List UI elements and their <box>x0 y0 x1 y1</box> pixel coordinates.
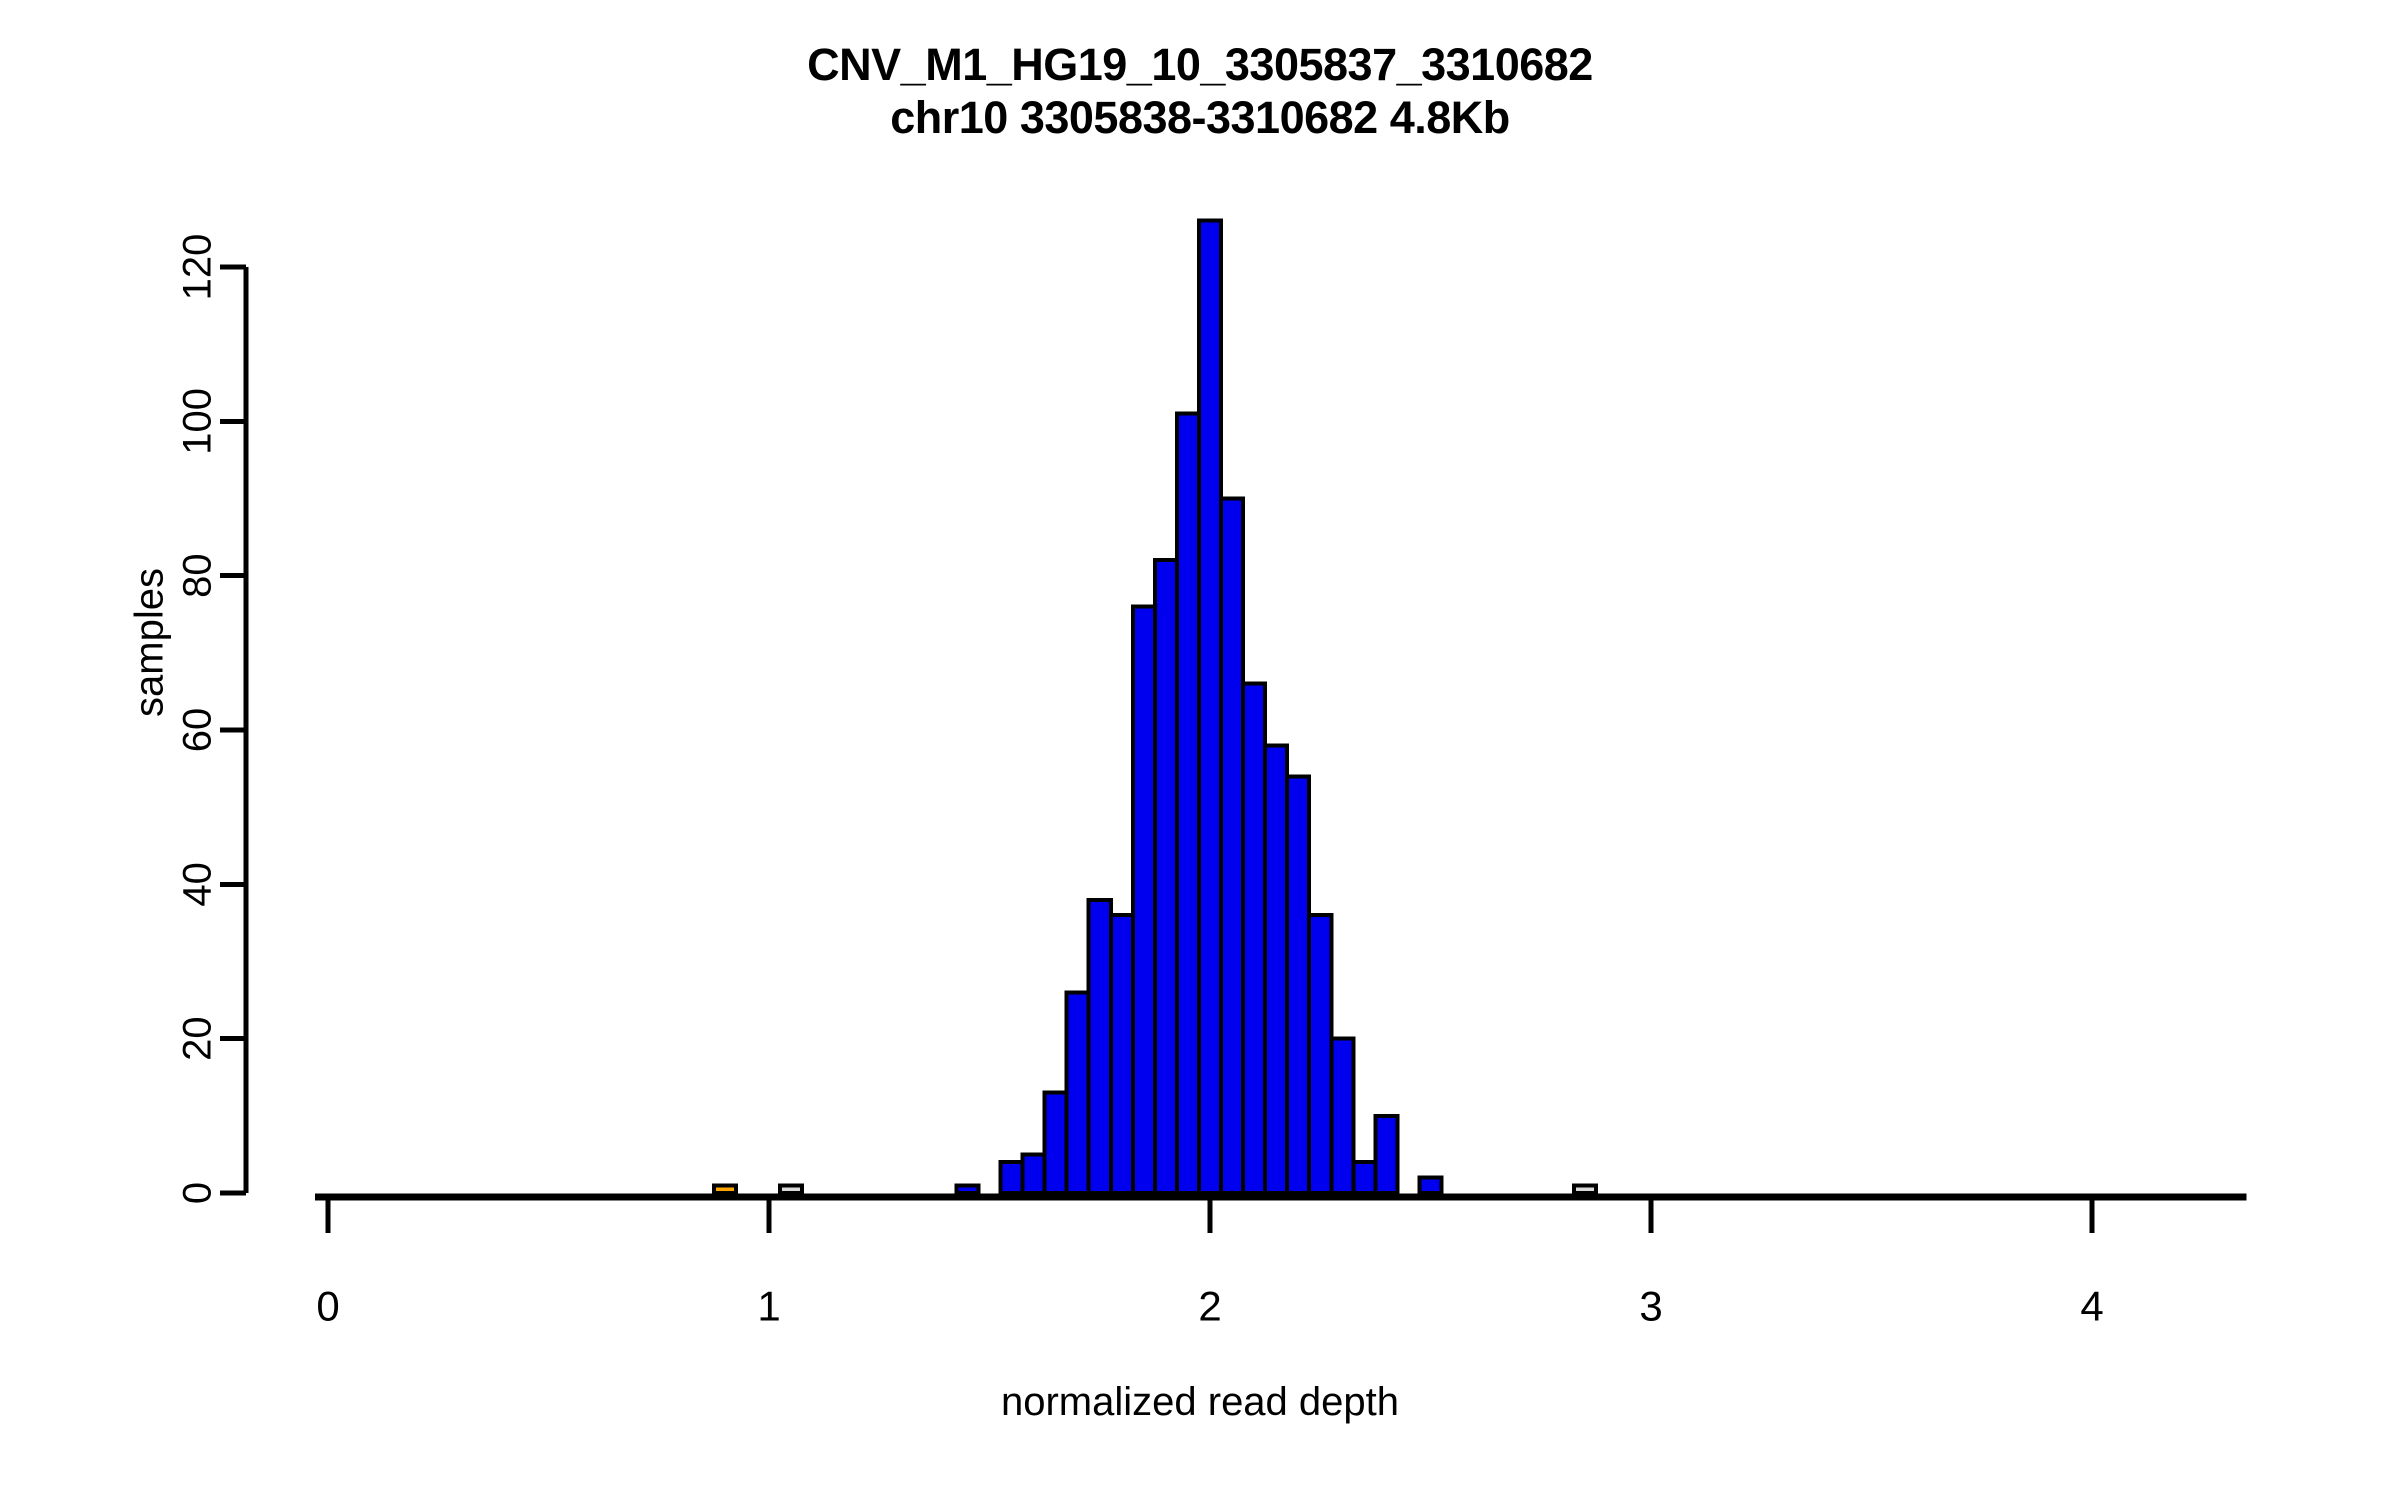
histogram-bar <box>1108 913 1135 1195</box>
y-tick-label: 120 <box>176 234 220 301</box>
x-tick-label: 3 <box>1639 1282 1662 1329</box>
histogram-bar <box>1417 1175 1444 1195</box>
y-tick-label: 60 <box>176 708 220 753</box>
histogram-bar <box>1130 604 1157 1195</box>
histogram-bar <box>1086 897 1113 1195</box>
chart-title-line-2: chr10 3305838-3310682 4.8Kb <box>890 92 1510 144</box>
tick-labels: 0 20 40 60 80 100 120 0 1 2 3 4 <box>176 234 2104 1330</box>
axes <box>220 264 2247 1233</box>
histogram-bar <box>1307 913 1334 1195</box>
histogram-bar <box>954 1183 981 1195</box>
histogram-bar <box>711 1183 738 1195</box>
histogram-bar <box>778 1183 805 1195</box>
histogram-bar <box>1329 1036 1356 1195</box>
x-tick-label: 1 <box>757 1282 780 1329</box>
histogram-bar <box>1571 1183 1598 1195</box>
x-tick-label: 0 <box>316 1282 339 1329</box>
histogram-bar <box>1042 1090 1069 1196</box>
histogram-bar <box>998 1160 1025 1195</box>
histogram-bar <box>1196 218 1224 1195</box>
x-tick-label: 4 <box>2080 1282 2103 1329</box>
y-tick-label: 40 <box>176 862 220 907</box>
y-tick-label: 100 <box>176 388 220 455</box>
histogram-bar <box>1241 681 1268 1195</box>
y-tick-label: 20 <box>176 1016 220 1061</box>
y-tick-label: 80 <box>176 553 220 598</box>
x-axis-label: normalized read depth <box>1000 1380 1400 1424</box>
histogram-bar <box>1263 743 1290 1196</box>
histogram-bar <box>1174 411 1201 1196</box>
histogram-bar <box>1219 496 1246 1195</box>
histogram-bar <box>1020 1152 1047 1195</box>
chart-title: CNV_M1_HG19_10_3305837_3310682 chr10 330… <box>0 38 2400 144</box>
x-tick-label: 2 <box>1198 1282 1221 1329</box>
y-tick-label: 0 <box>176 1182 220 1204</box>
histogram-bar <box>1064 990 1091 1195</box>
histogram-bar <box>1351 1160 1378 1195</box>
histogram-bar <box>1152 558 1179 1195</box>
histogram-bar <box>1373 1113 1400 1196</box>
histogram-bar <box>1285 774 1312 1195</box>
chart-title-line-1: CNV_M1_HG19_10_3305837_3310682 <box>807 39 1593 90</box>
histogram-bars <box>711 218 1598 1196</box>
